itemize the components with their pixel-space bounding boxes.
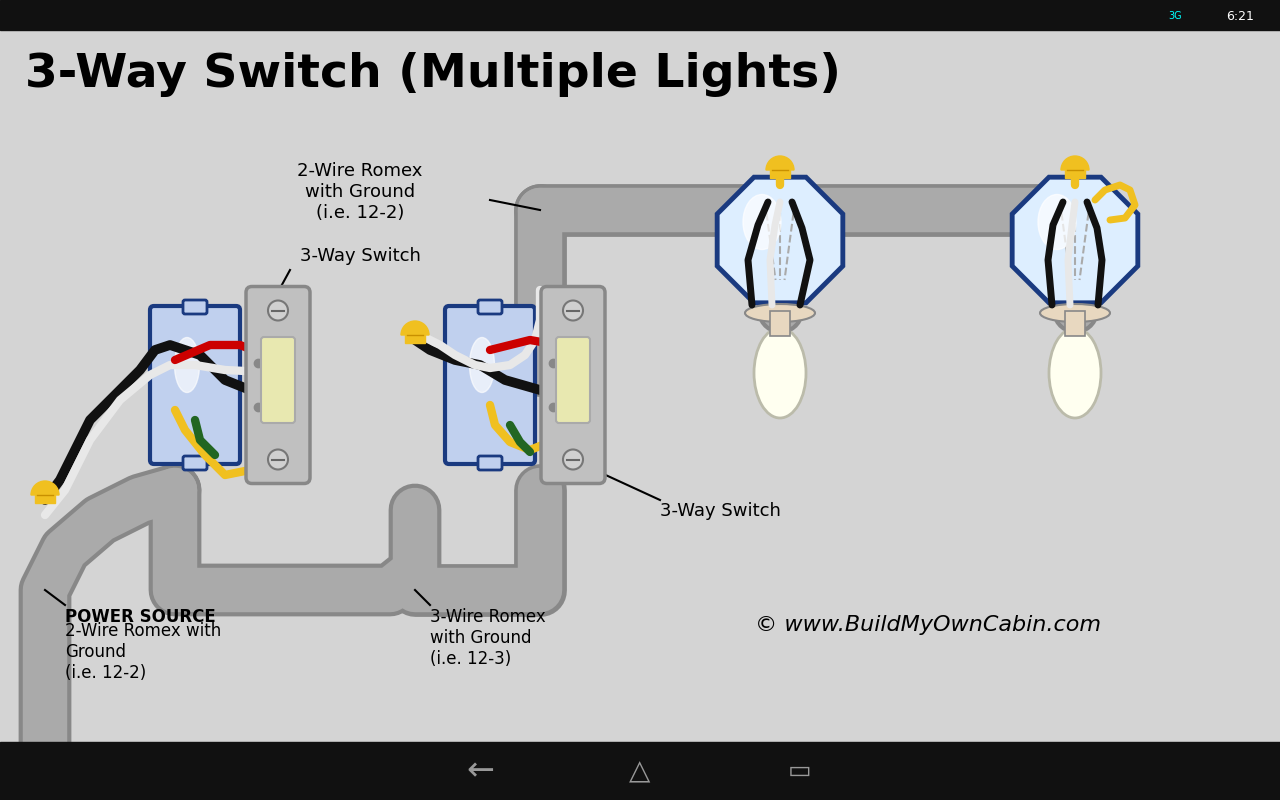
Text: △: △: [630, 757, 650, 785]
Text: 3-Way Switch (Multiple Lights): 3-Way Switch (Multiple Lights): [26, 52, 841, 97]
Wedge shape: [765, 156, 794, 170]
FancyBboxPatch shape: [445, 306, 535, 464]
Text: 2-Wire Romex
with Ground
(i.e. 12-2): 2-Wire Romex with Ground (i.e. 12-2): [297, 162, 422, 222]
Text: ←: ←: [466, 754, 494, 787]
Text: ▭: ▭: [788, 759, 812, 783]
FancyBboxPatch shape: [183, 456, 207, 470]
Ellipse shape: [1039, 304, 1110, 322]
Text: 3-Way Switch: 3-Way Switch: [300, 247, 421, 265]
Bar: [771, 170, 790, 178]
Ellipse shape: [1038, 194, 1076, 250]
FancyBboxPatch shape: [246, 286, 310, 483]
Bar: [35, 495, 55, 503]
Circle shape: [563, 450, 582, 470]
Bar: [0, 742, 1280, 800]
Text: 6:21: 6:21: [1226, 10, 1254, 22]
Ellipse shape: [1050, 328, 1101, 418]
Wedge shape: [401, 321, 429, 335]
Polygon shape: [717, 177, 842, 303]
Text: 3-Way Switch: 3-Way Switch: [660, 502, 781, 520]
FancyBboxPatch shape: [150, 306, 241, 464]
FancyBboxPatch shape: [556, 337, 590, 423]
FancyBboxPatch shape: [261, 337, 294, 423]
Ellipse shape: [470, 338, 494, 393]
Text: 2-Wire Romex with
Ground
(i.e. 12-2): 2-Wire Romex with Ground (i.e. 12-2): [65, 622, 221, 682]
Wedge shape: [31, 481, 59, 495]
Text: POWER SOURCE: POWER SOURCE: [65, 608, 216, 626]
Bar: [0, 0, 1280, 30]
Ellipse shape: [174, 338, 200, 393]
FancyBboxPatch shape: [541, 286, 605, 483]
FancyBboxPatch shape: [183, 300, 207, 314]
Circle shape: [563, 301, 582, 321]
Bar: [1065, 311, 1085, 336]
Circle shape: [268, 301, 288, 321]
FancyBboxPatch shape: [477, 456, 502, 470]
Text: © www.BuildMyOwnCabin.com: © www.BuildMyOwnCabin.com: [755, 615, 1101, 635]
Bar: [404, 335, 425, 343]
Text: 3G: 3G: [1169, 11, 1181, 21]
Bar: [1065, 170, 1085, 178]
Text: 3-Wire Romex
with Ground
(i.e. 12-3): 3-Wire Romex with Ground (i.e. 12-3): [430, 608, 545, 667]
Polygon shape: [1012, 177, 1138, 303]
Circle shape: [268, 450, 288, 470]
Ellipse shape: [742, 194, 781, 250]
Bar: [771, 311, 790, 336]
FancyBboxPatch shape: [477, 300, 502, 314]
Ellipse shape: [754, 328, 806, 418]
Wedge shape: [1061, 156, 1089, 170]
Ellipse shape: [745, 304, 815, 322]
